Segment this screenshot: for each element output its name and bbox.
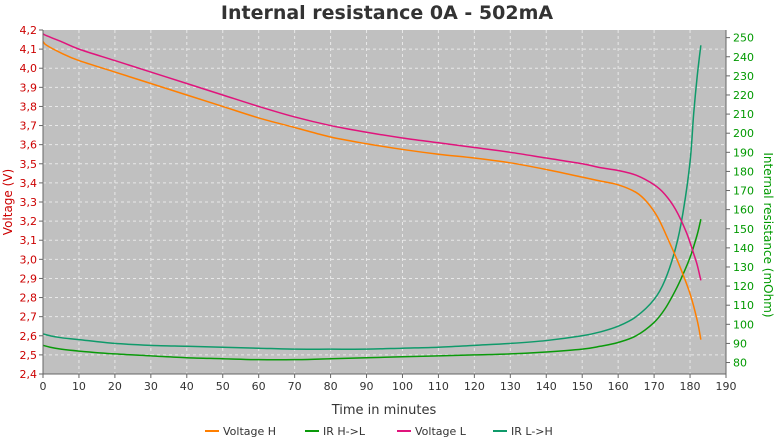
- y-left-tick-label: 3,0: [20, 253, 38, 266]
- y-right-tick-label: 170: [733, 185, 754, 198]
- x-tick-label: 120: [464, 380, 485, 393]
- series-line-ir-h-l: [42, 219, 702, 361]
- y-right-tick-label: 90: [733, 337, 747, 350]
- y-left-tick-label: 3,7: [20, 120, 38, 133]
- x-tick-label: 110: [428, 380, 449, 393]
- y-right-axis-label: Internal resistance (mOhm): [761, 152, 774, 317]
- y-right-tick-label: 220: [733, 89, 754, 102]
- x-tick-label: 0: [40, 380, 47, 393]
- legend-label-ir-h-l: IR H->L: [323, 425, 366, 438]
- y-left-tick-label: 2,5: [20, 349, 38, 362]
- y-right-tick-labels: 80 90 100 110 120 130 140 150 160 170 180 190 200 210…: [733, 32, 754, 370]
- y-right-tick-label: 180: [733, 165, 754, 178]
- x-tick-label: 20: [108, 380, 122, 393]
- y-left-tick-label: 3,4: [20, 177, 38, 190]
- y-left-axis-label: Voltage (V): [1, 169, 15, 235]
- x-tick-label: 90: [360, 380, 374, 393]
- x-tick-label: 160: [608, 380, 629, 393]
- legend-label-ir-l-h: IR L->H: [511, 425, 553, 438]
- y-left-tick-label: 4,2: [20, 24, 38, 37]
- y-right-tick-label: 100: [733, 318, 754, 331]
- legend: Voltage H IR H->L Voltage L IR L->H: [205, 425, 553, 438]
- y-left-tick-label: 4,0: [20, 62, 38, 75]
- x-tick-label: 190: [716, 380, 737, 393]
- y-left-tick-label: 3,9: [20, 81, 38, 94]
- x-tick-label: 70: [288, 380, 302, 393]
- y-left-tick-label: 2,9: [20, 272, 38, 285]
- x-tick-label: 140: [536, 380, 557, 393]
- y-right-tick-label: 190: [733, 146, 754, 159]
- chart-title: Internal resistance 0A - 502mA: [221, 2, 553, 24]
- x-tick-label: 10: [72, 380, 86, 393]
- y-right-tick-label: 140: [733, 242, 754, 255]
- series-line-voltage-h: [42, 40, 702, 340]
- y-right-tick-label: 200: [733, 127, 754, 140]
- y-left-tick-labels: 2,4 2,5 2,6 2,7 2,8 2,9 3,0 3,1 3,2 3,3 3,4 3,5 3,6 3…: [20, 24, 38, 381]
- y-left-tick-label: 3,1: [20, 234, 38, 247]
- y-right-tick-label: 250: [733, 32, 754, 45]
- x-tick-label: 130: [500, 380, 521, 393]
- x-tick-label: 170: [644, 380, 665, 393]
- y-left-tick-label: 3,6: [20, 139, 38, 152]
- x-tick-label: 180: [680, 380, 701, 393]
- series-line-ir-l-h: [42, 45, 702, 350]
- legend-label-voltage-h: Voltage H: [223, 425, 276, 438]
- y-left-tick-label: 2,8: [20, 292, 38, 305]
- y-right-tick-label: 230: [733, 70, 754, 83]
- x-tick-label: 100: [392, 380, 413, 393]
- y-right-tick-label: 160: [733, 204, 754, 217]
- plot-area: [43, 30, 726, 374]
- y-left-tick-label: 3,8: [20, 100, 38, 113]
- series-layer: [42, 33, 702, 361]
- x-tick-label: 50: [216, 380, 230, 393]
- y-left-tick-label: 4,1: [20, 43, 38, 56]
- y-left-tick-label: 2,6: [20, 330, 38, 343]
- series-line-voltage-l: [42, 33, 702, 281]
- x-tick-label: 30: [144, 380, 158, 393]
- y-left-tick-label: 3,5: [20, 158, 38, 171]
- y-right-tick-label: 110: [733, 299, 754, 312]
- y-right-tick-label: 130: [733, 261, 754, 274]
- x-axis-label: Time in minutes: [331, 403, 437, 418]
- x-tick-label: 150: [572, 380, 593, 393]
- x-tick-labels: 0 10 20 30 40 50 60 70 80 90 100 110 120 130 140 150 160…: [40, 380, 737, 393]
- y-right-tick-label: 120: [733, 280, 754, 293]
- y-left-tick-label: 3,2: [20, 215, 38, 228]
- x-tick-label: 60: [252, 380, 266, 393]
- x-tick-label: 80: [324, 380, 338, 393]
- y-right-tick-label: 80: [733, 357, 747, 370]
- axes: [39, 29, 730, 378]
- y-right-tick-label: 240: [733, 51, 754, 64]
- legend-label-voltage-l: Voltage L: [415, 425, 467, 438]
- y-left-tick-label: 2,4: [20, 368, 38, 381]
- x-tick-label: 40: [180, 380, 194, 393]
- y-left-tick-label: 3,3: [20, 196, 38, 209]
- y-right-tick-label: 210: [733, 108, 754, 121]
- y-right-tick-label: 150: [733, 223, 754, 236]
- y-left-tick-label: 2,7: [20, 311, 38, 324]
